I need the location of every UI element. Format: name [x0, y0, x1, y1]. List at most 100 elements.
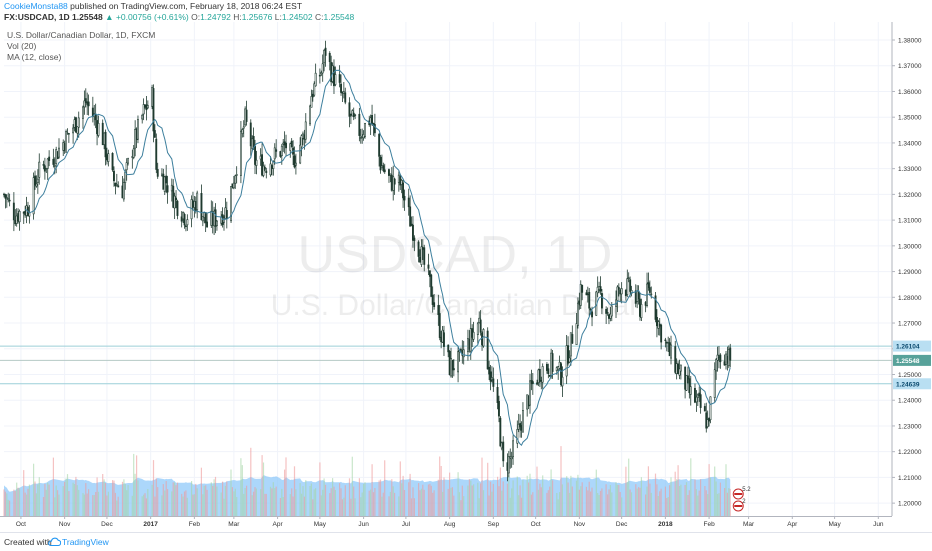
symbol-name[interactable]: FX:USDCAD, 1D: [4, 12, 70, 22]
volume-bar: [408, 482, 410, 516]
time-tick-label: Oct: [16, 521, 26, 528]
candle-down: [407, 197, 410, 208]
volume-bar: [611, 492, 613, 516]
volume-bar: [616, 484, 618, 516]
volume-bar: [93, 495, 95, 516]
volume-bar: [559, 492, 561, 516]
candle-down: [293, 155, 296, 168]
candle-up: [389, 173, 392, 176]
price-tick-label: 1.33000: [898, 166, 922, 173]
volume-bar: [37, 484, 39, 516]
tradingview-brand[interactable]: TradingView: [62, 537, 109, 547]
volume-bar: [254, 487, 256, 516]
candle-up: [224, 207, 227, 219]
volume-bar: [427, 484, 430, 516]
price-tick-label: 1.36000: [898, 89, 922, 96]
candle-down: [629, 279, 632, 292]
volume-bar: [388, 496, 390, 516]
volume-bar: [28, 484, 30, 516]
volume-bar: [509, 497, 511, 516]
watermark-symbol: USDCAD, 1D: [298, 226, 613, 284]
volume-bar: [299, 483, 301, 516]
candle-down: [176, 200, 179, 216]
volume-bar: [104, 483, 107, 516]
volume-bar: [575, 480, 578, 516]
volume-bar: [196, 488, 198, 516]
candle-down: [571, 334, 574, 344]
candle-up: [640, 303, 643, 318]
candle-down: [703, 406, 706, 412]
volume-bar: [66, 474, 69, 516]
volume-bar: [591, 487, 593, 516]
candle-up: [304, 121, 307, 140]
volume-bar: [332, 478, 334, 516]
time-tick-label: Apr: [273, 521, 284, 528]
volume-bar: [626, 482, 628, 516]
volume-bar: [413, 498, 415, 516]
volume-bar: [401, 483, 403, 516]
volume-bar: [451, 487, 453, 516]
candle-down: [688, 378, 691, 394]
candle-up: [576, 302, 579, 326]
candle-down: [567, 345, 570, 364]
volume-bar: [556, 493, 558, 516]
candle-down: [200, 193, 203, 221]
volume-bar: [374, 488, 376, 516]
volume-bar: [625, 466, 627, 516]
volume-bar: [323, 478, 325, 516]
volume-bar: [729, 488, 731, 516]
volume-bar: [422, 484, 424, 516]
volume-bar: [570, 475, 572, 516]
candle-up: [262, 165, 265, 176]
legend-vol[interactable]: Vol (20): [7, 41, 36, 51]
volume-bar: [646, 486, 648, 516]
volume-bar: [508, 474, 510, 516]
high-label: H:: [233, 12, 242, 22]
author-link[interactable]: CookieMonsta88: [4, 1, 68, 11]
volume-bar: [697, 495, 699, 516]
volume-bar: [18, 488, 21, 516]
candle-down: [674, 346, 677, 373]
candle-up: [230, 186, 232, 222]
volume-bar: [360, 497, 362, 516]
candle-down: [729, 347, 732, 361]
candle-down: [285, 142, 287, 149]
candle-down: [538, 368, 541, 383]
volume-bar: [23, 470, 25, 516]
volume-bar: [372, 492, 375, 516]
volume-bar: [618, 484, 620, 516]
candles: [3, 40, 732, 482]
volume-bar: [378, 480, 380, 516]
event-flag-label: 2: [742, 499, 746, 505]
candle-up: [216, 220, 218, 226]
legend-ma[interactable]: MA (12, close): [7, 52, 61, 62]
volume-bar: [714, 466, 716, 516]
volume-bar: [16, 482, 18, 516]
candle-down: [433, 302, 436, 308]
volume-bar: [588, 481, 590, 516]
volume-bar: [241, 465, 243, 516]
price-chart[interactable]: USDCAD, 1D U.S. Dollar/Canadian Dollar 5…: [0, 22, 932, 532]
candle-up: [695, 396, 698, 403]
volume-bar: [409, 473, 411, 516]
volume-bar: [112, 480, 114, 516]
candle-up: [38, 161, 41, 178]
volume-bar: [322, 489, 324, 516]
event-flags: 5.22: [732, 487, 751, 512]
close-value: 1.25548: [323, 12, 355, 22]
volume-bar: [133, 453, 135, 516]
watermark-name: U.S. Dollar/Canadian Dollar: [271, 289, 640, 322]
volume-bar: [660, 488, 662, 516]
candle-up: [679, 364, 682, 372]
candle-down: [497, 400, 500, 417]
volume-bar: [350, 498, 352, 516]
candle-down: [387, 169, 390, 176]
volume-bar: [478, 498, 480, 516]
candle-down: [75, 117, 77, 133]
price-label-bg: [893, 354, 931, 366]
volume-bar: [293, 466, 296, 516]
volume-bar: [480, 483, 482, 516]
volume-bar: [96, 477, 98, 516]
volume-bar: [645, 494, 647, 516]
price-tick-label: 1.28000: [898, 295, 922, 302]
